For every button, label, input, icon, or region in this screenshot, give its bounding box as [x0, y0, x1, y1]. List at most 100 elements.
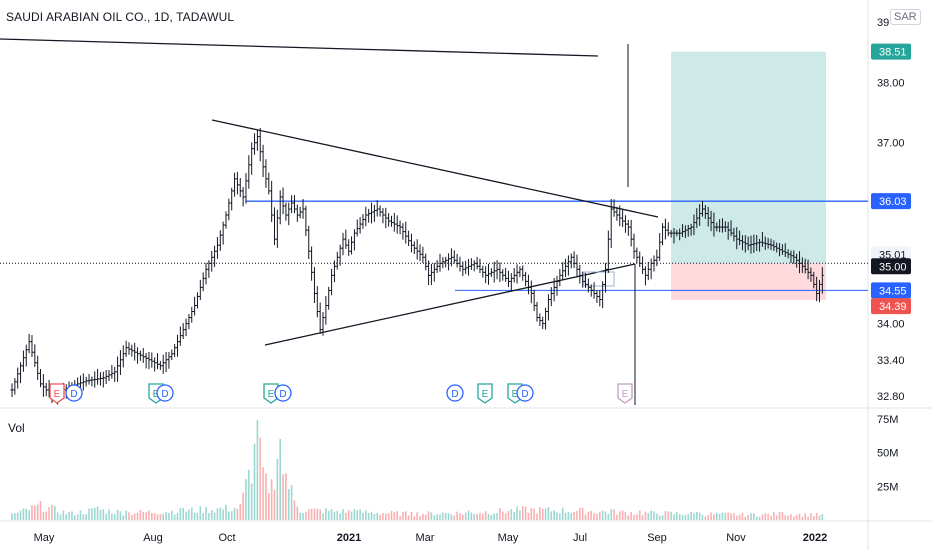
ohlc-bar: [207, 260, 211, 278]
volume-bar: [91, 508, 93, 520]
volume-bar: [345, 512, 347, 520]
ohlc-bar: [621, 208, 625, 228]
volume-bar: [730, 513, 732, 520]
currency-badge[interactable]: SAR: [890, 9, 921, 25]
ohlc-bar: [658, 233, 662, 261]
ohlc-bar: [706, 206, 710, 227]
ohlc-bar: [598, 290, 602, 307]
volume-bar: [307, 509, 310, 520]
ohlc-bar: [187, 314, 191, 330]
volume-bar: [116, 509, 119, 520]
volume-bar: [173, 514, 176, 520]
event-marker-earnings-red[interactable]: E: [49, 383, 65, 404]
price-tag-bg: [871, 258, 911, 275]
volume-bar: [68, 511, 70, 520]
ohlc-bar: [407, 230, 411, 247]
volume-bar: [761, 514, 764, 520]
ohlc-bar: [198, 279, 202, 301]
ohlc-bar: [221, 221, 225, 245]
ohlc-bar: [147, 351, 151, 370]
volume-bar: [473, 514, 476, 520]
volume-bar: [427, 511, 430, 520]
ohlc-bar: [629, 219, 633, 247]
event-marker-dividend[interactable]: D: [446, 384, 464, 402]
ohlc-bar: [432, 263, 436, 282]
volume-bar: [464, 512, 467, 520]
volume-bar: [353, 509, 356, 520]
ohlc-bar: [338, 244, 342, 266]
ohlc-bar: [104, 370, 108, 385]
ohlc-bar: [327, 286, 331, 310]
volume-bar: [579, 507, 581, 520]
event-marker-earnings-faded[interactable]: E: [617, 383, 633, 404]
volume-bar: [710, 512, 712, 520]
volume-bar: [778, 512, 781, 520]
ohlc-bar: [167, 352, 171, 369]
ohlc-bar: [332, 260, 336, 283]
volume-bar: [293, 500, 296, 520]
volume-bar: [773, 512, 775, 520]
ohlc-bar: [672, 227, 676, 244]
volume-bar: [373, 514, 376, 520]
dividend-icon: [446, 384, 464, 402]
volume-bar: [533, 508, 535, 520]
ohlc-bar: [101, 371, 105, 388]
ohlc-bar: [341, 232, 345, 256]
ohlc-bar: [806, 259, 810, 280]
volume-bar: [404, 511, 407, 520]
event-marker-dividend[interactable]: D: [156, 384, 174, 402]
volume-bar: [707, 515, 710, 520]
ohlc-bar: [350, 236, 354, 255]
volume-bar: [259, 437, 262, 520]
ohlc-bar: [701, 200, 705, 217]
volume-bar: [71, 511, 73, 520]
ohlc-bar: [524, 271, 528, 287]
volume-bar: [299, 512, 301, 520]
ohlc-bar: [275, 209, 279, 248]
volume-bar: [650, 510, 652, 520]
ohlc-bar: [335, 251, 339, 270]
event-marker-dividend[interactable]: D: [274, 384, 292, 402]
volume-bar: [807, 516, 809, 520]
volume-bar: [208, 513, 210, 520]
earnings-icon: [477, 383, 493, 404]
ohlc-bar: [698, 204, 702, 226]
ohlc-bar: [372, 204, 376, 222]
volume-bar: [225, 504, 227, 520]
ohlc-bar: [709, 210, 713, 232]
volume-bar: [447, 513, 450, 520]
ohlc-bar: [740, 235, 744, 251]
volume-bar: [131, 514, 133, 520]
volume-bar: [162, 513, 165, 520]
ohlc-bar: [367, 208, 371, 223]
ohlc-bar: [663, 218, 667, 240]
ohlc-bar: [412, 241, 416, 255]
volume-bar: [253, 443, 256, 520]
volume-bar: [670, 511, 672, 520]
ohlc-bar: [626, 219, 630, 236]
event-marker-dividend[interactable]: D: [65, 384, 83, 402]
ohlc-bar: [201, 272, 205, 292]
time-axis-label: May: [34, 532, 55, 544]
volume-bar: [430, 512, 433, 520]
volume-bar: [125, 510, 127, 520]
volume-bar: [715, 512, 718, 520]
volume-bar: [733, 513, 735, 520]
ohlc-bar: [281, 187, 285, 215]
long-trend-line: [0, 38, 599, 57]
ohlc-bar: [84, 376, 88, 387]
event-marker-earnings[interactable]: E: [263, 383, 279, 404]
volume-bar: [576, 510, 578, 520]
dividend-icon-label: D: [70, 389, 77, 400]
volume-bar: [39, 501, 42, 520]
ohlc-bar: [792, 250, 796, 264]
event-marker-dividend[interactable]: D: [516, 384, 534, 402]
volume-bar: [564, 512, 567, 520]
ohlc-bar: [344, 229, 348, 249]
volume-bar: [795, 515, 798, 520]
event-marker-earnings[interactable]: E: [477, 383, 493, 404]
volume-bar: [102, 509, 105, 520]
volume-bar: [290, 485, 293, 520]
volume-bar: [462, 514, 464, 520]
